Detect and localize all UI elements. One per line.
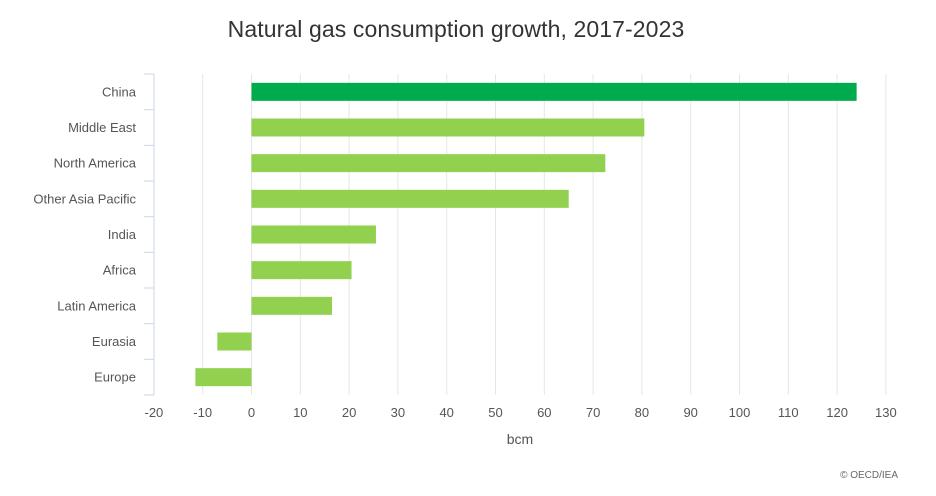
x-tick-label: -10 xyxy=(193,405,212,420)
bars xyxy=(195,82,857,387)
x-tick-label: 70 xyxy=(586,405,600,420)
category-label: Eurasia xyxy=(92,334,137,349)
bar xyxy=(251,261,352,280)
x-tick-label: 100 xyxy=(729,405,751,420)
x-tick-label: 60 xyxy=(537,405,551,420)
category-label: China xyxy=(102,84,137,99)
bar xyxy=(251,225,376,244)
value-axis-ticks: -20 -10 0 10 20 30 40 50 60 70 80 90 100 110 120 130 xyxy=(145,405,897,420)
x-tick-label: -20 xyxy=(145,405,164,420)
bar xyxy=(251,296,333,315)
bar xyxy=(251,154,606,173)
bar xyxy=(217,332,252,351)
x-tick-label: 20 xyxy=(342,405,356,420)
category-label: Africa xyxy=(103,263,137,278)
x-tick-label: 90 xyxy=(683,405,697,420)
x-tick-label: 80 xyxy=(635,405,649,420)
x-tick-label: 50 xyxy=(488,405,502,420)
chart-title: Natural gas consumption growth, 2017-202… xyxy=(227,16,685,42)
bar xyxy=(251,189,569,208)
category-axis: China Middle East North America Other Asia … xyxy=(33,73,155,396)
category-label: North America xyxy=(54,156,137,171)
category-label: Other Asia Pacific xyxy=(33,191,136,206)
bar xyxy=(195,368,252,387)
category-label: Latin America xyxy=(57,298,137,313)
x-tick-label: 10 xyxy=(293,405,307,420)
x-tick-label: 40 xyxy=(439,405,453,420)
x-axis-title: bcm xyxy=(507,431,533,447)
category-label: Middle East xyxy=(68,120,136,135)
category-label: Europe xyxy=(94,370,136,385)
x-tick-label: 130 xyxy=(875,405,897,420)
credit-text: © OECD/IEA xyxy=(840,470,898,481)
x-tick-label: 120 xyxy=(826,405,848,420)
x-tick-label: 110 xyxy=(778,405,799,420)
bar xyxy=(251,118,645,137)
category-label: India xyxy=(108,227,137,242)
x-tick-label: 30 xyxy=(391,405,405,420)
x-tick-label: 0 xyxy=(248,405,255,420)
bar xyxy=(251,82,857,101)
